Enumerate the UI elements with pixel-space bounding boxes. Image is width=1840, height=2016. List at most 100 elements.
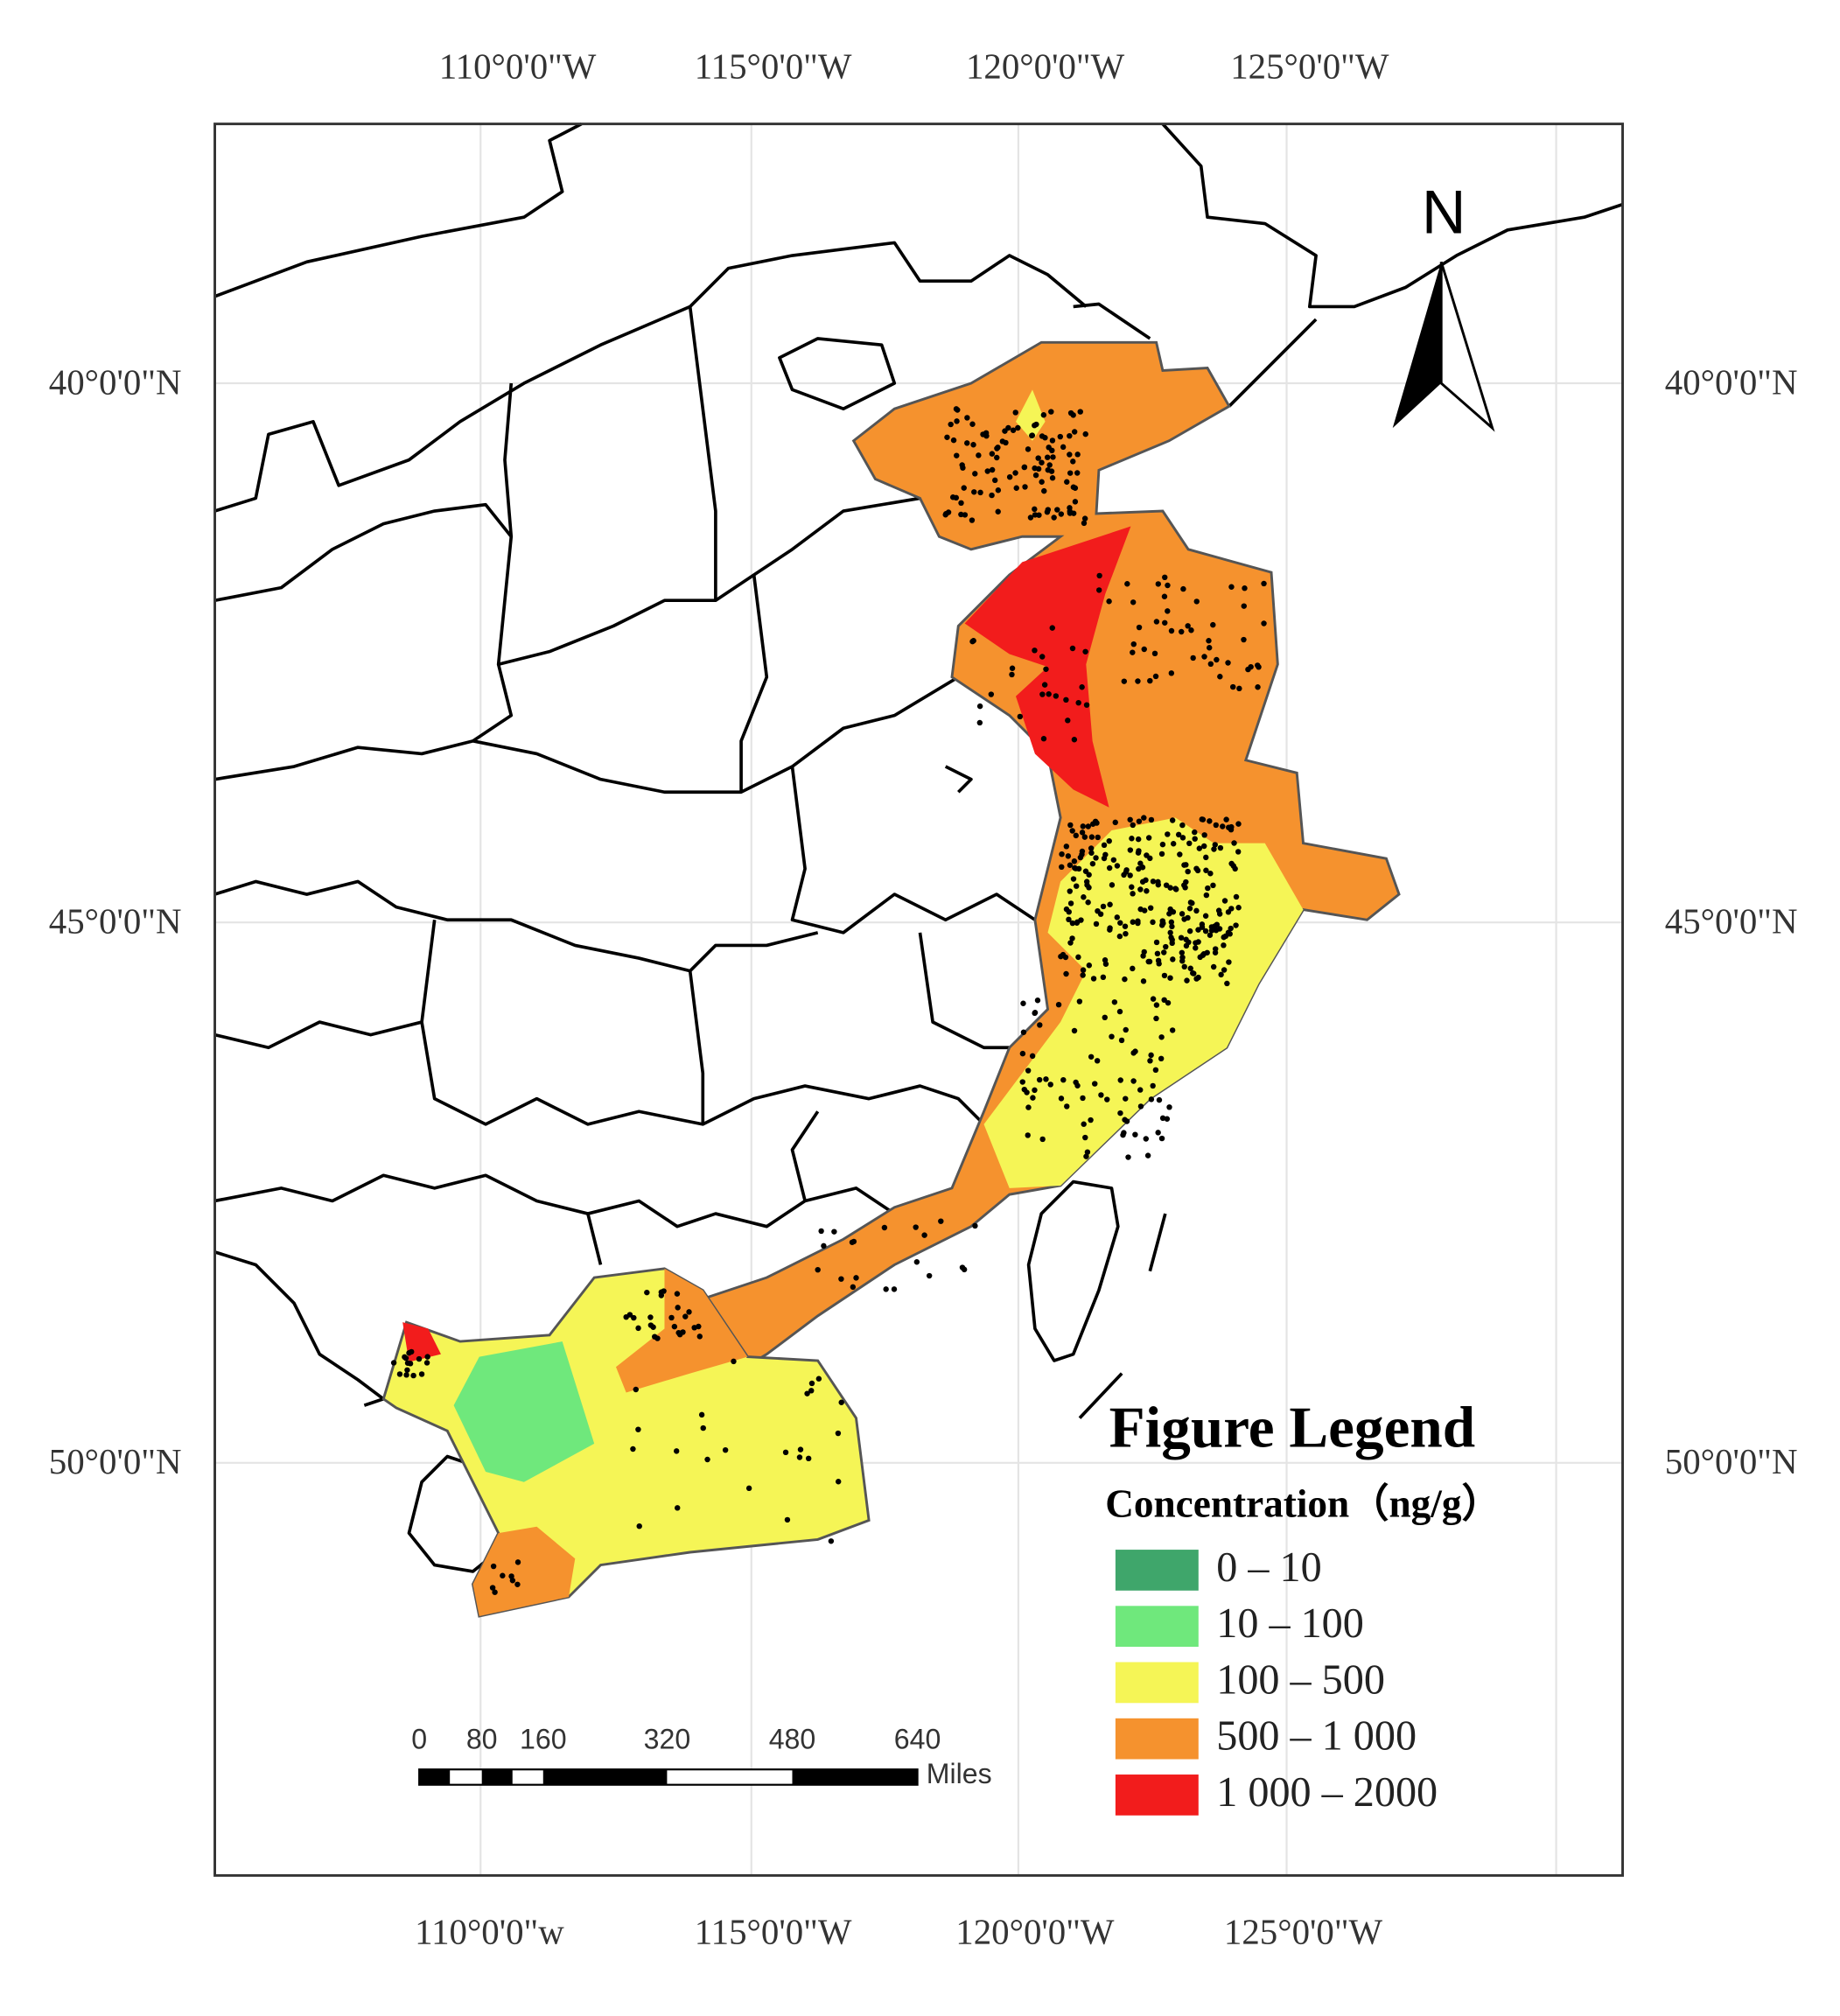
sample-point xyxy=(1188,627,1194,634)
sample-point xyxy=(971,489,977,495)
sample-point xyxy=(1201,832,1207,838)
sample-point xyxy=(1226,824,1232,830)
sample-point xyxy=(976,719,983,726)
sample-point xyxy=(1152,673,1159,680)
sample-point xyxy=(1153,939,1160,946)
sample-point xyxy=(804,1390,810,1396)
sample-point xyxy=(1129,836,1135,842)
sample-point xyxy=(1064,1103,1070,1110)
sample-point xyxy=(1116,1008,1123,1015)
sample-point xyxy=(492,1589,498,1595)
longitude-label: 120°0'0"W xyxy=(966,47,1125,87)
sample-point xyxy=(1203,892,1210,899)
sample-point xyxy=(1121,678,1128,684)
sample-point xyxy=(1158,1135,1165,1142)
sample-point xyxy=(1039,691,1046,697)
sample-point xyxy=(1192,829,1198,836)
sample-point xyxy=(1081,520,1088,527)
sample-point xyxy=(1207,818,1213,824)
sample-point xyxy=(1148,816,1155,823)
sample-point xyxy=(1075,699,1081,706)
sample-point xyxy=(1181,963,1187,970)
sample-point xyxy=(1132,1131,1138,1138)
sample-point xyxy=(1221,967,1228,973)
sample-point xyxy=(1071,1027,1078,1034)
sample-point xyxy=(1184,977,1190,984)
latitude-label: 50°0'0"N xyxy=(1665,1442,1798,1481)
sample-point xyxy=(406,1350,412,1356)
sample-point xyxy=(1168,627,1175,634)
zone-10-100 xyxy=(453,1341,595,1482)
sample-point xyxy=(1047,1082,1053,1088)
sample-point xyxy=(1086,962,1093,969)
sample-point xyxy=(1102,961,1109,967)
sample-point xyxy=(1210,963,1217,970)
sample-point xyxy=(1035,466,1042,472)
scale-segment xyxy=(792,1769,918,1785)
sample-point xyxy=(1066,916,1072,923)
sample-point xyxy=(815,1376,822,1382)
sample-point xyxy=(835,1430,842,1437)
sample-point xyxy=(1165,831,1171,837)
sample-point xyxy=(696,1334,703,1340)
sample-point xyxy=(1049,438,1056,444)
sample-point xyxy=(994,445,1000,452)
left-labels: 40°0'0"N 45°0'0"N 50°0'0"N xyxy=(49,362,182,1481)
sample-point xyxy=(1168,934,1174,941)
sample-point xyxy=(745,1485,752,1492)
sample-point xyxy=(838,1276,844,1282)
sample-point xyxy=(1081,834,1088,840)
sample-point xyxy=(1051,514,1057,521)
sample-point xyxy=(950,437,957,444)
sample-point xyxy=(1179,911,1186,917)
sample-point xyxy=(1211,846,1217,852)
legend-title: Figure Legend xyxy=(1109,1395,1475,1460)
sample-point xyxy=(1107,925,1113,931)
sample-point xyxy=(1130,919,1136,925)
sample-point xyxy=(1226,959,1232,965)
sample-point xyxy=(1063,970,1069,977)
sample-point xyxy=(1094,1058,1101,1064)
scale-segment xyxy=(542,1769,668,1785)
sample-point xyxy=(1170,841,1177,847)
sample-point xyxy=(1145,958,1151,965)
sample-point xyxy=(1093,855,1099,861)
legend: Figure Legend Concentration（ng/g） 0 – 10… xyxy=(1105,1395,1501,1816)
sample-point xyxy=(1150,1082,1156,1089)
boundary xyxy=(503,306,717,601)
sample-point xyxy=(1067,470,1074,476)
sample-point xyxy=(1150,996,1157,1002)
sample-point xyxy=(1186,928,1193,934)
sample-point xyxy=(1179,949,1186,956)
sample-point xyxy=(1186,906,1193,912)
boundary xyxy=(214,676,960,794)
sample-point xyxy=(1186,840,1193,847)
sample-point xyxy=(647,1314,654,1320)
sample-point xyxy=(1206,645,1213,651)
sample-point xyxy=(1093,920,1100,928)
arrow-half xyxy=(1392,262,1442,429)
sample-point xyxy=(1201,654,1207,660)
sample-point xyxy=(1048,468,1055,474)
longitude-label: 125°0'0"W xyxy=(1224,1912,1383,1951)
sample-point xyxy=(704,1456,710,1463)
sample-point xyxy=(1032,1010,1039,1016)
sample-point xyxy=(1168,670,1175,676)
sample-point xyxy=(1215,907,1222,914)
sample-point xyxy=(1039,654,1046,660)
sample-point xyxy=(630,1446,636,1452)
sample-point xyxy=(784,1516,791,1523)
sample-point xyxy=(1032,506,1038,513)
sample-point xyxy=(1067,862,1074,868)
sample-point xyxy=(1080,823,1087,830)
sample-point xyxy=(1233,893,1240,900)
sample-point xyxy=(1241,603,1247,609)
sample-point xyxy=(1081,515,1088,522)
sample-point xyxy=(1199,921,1206,928)
sample-point xyxy=(1137,906,1144,913)
sample-point xyxy=(1039,433,1046,439)
sample-point xyxy=(1150,878,1157,885)
sample-point xyxy=(1143,877,1149,884)
sample-point xyxy=(1021,464,1028,471)
